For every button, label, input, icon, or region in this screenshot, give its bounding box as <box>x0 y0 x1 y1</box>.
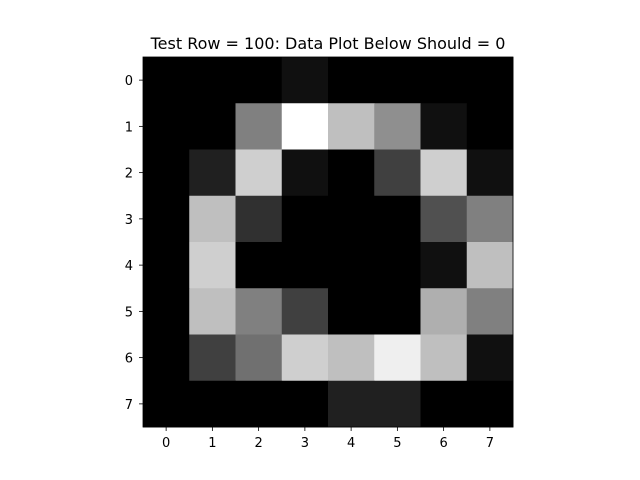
heatmap-cell-r3-c4 <box>328 195 375 243</box>
x-tick-label-5: 5 <box>393 436 401 451</box>
heatmap-cell-r2-c7 <box>466 149 514 197</box>
heatmap-cell-r4-c6 <box>420 242 468 289</box>
plot-frame <box>142 56 514 428</box>
heatmap-cell-r6-c6 <box>420 334 468 382</box>
heatmap-cell-r6-c7 <box>466 334 514 382</box>
heatmap-cell-r5-c3 <box>281 288 329 335</box>
heatmap-cell-r1-c5 <box>374 103 421 150</box>
y-tick-label-0: 0 <box>125 74 133 89</box>
x-tick-label-6: 6 <box>439 436 447 451</box>
heatmap-cell-r6-c0 <box>143 334 190 382</box>
heatmap-cell-r3-c0 <box>143 195 190 243</box>
heatmap-cell-r7-c0 <box>143 380 190 428</box>
heatmap-cell-r7-c7 <box>466 380 514 428</box>
heatmap-cell-r7-c1 <box>189 380 236 428</box>
heatmap-cell-r6-c4 <box>328 334 375 382</box>
heatmap <box>143 57 514 428</box>
heatmap-cell-r5-c4 <box>328 288 375 335</box>
heatmap-cell-r2-c0 <box>143 149 190 197</box>
heatmap-cell-r7-c3 <box>281 380 329 428</box>
x-axis: 0 1 2 3 4 5 6 7 <box>162 427 494 451</box>
x-tick-label-3: 3 <box>301 436 309 451</box>
heatmap-cell-r6-c2 <box>235 334 283 382</box>
heatmap-cell-r3-c3 <box>281 195 329 243</box>
heatmap-cell-r1-c6 <box>420 103 468 150</box>
heatmap-cell-r7-c6 <box>420 380 468 428</box>
heatmap-cell-r6-c1 <box>189 334 236 382</box>
heatmap-cell-r1-c1 <box>189 103 236 150</box>
x-tick-label-2: 2 <box>254 436 262 451</box>
heatmap-cell-r0-c2 <box>235 57 283 104</box>
heatmap-cell-r5-c6 <box>420 288 468 335</box>
heatmap-cell-r5-c0 <box>143 288 190 335</box>
heatmap-cell-r4-c1 <box>189 242 236 289</box>
heatmap-cell-r0-c1 <box>189 57 236 104</box>
y-tick-label-6: 6 <box>125 352 133 367</box>
y-axis: 0 1 2 3 4 5 6 7 <box>125 74 143 413</box>
heatmap-cell-r0-c5 <box>374 57 421 104</box>
heatmap-cell-r0-c7 <box>466 57 514 104</box>
heatmap-cell-r7-c2 <box>235 380 283 428</box>
y-tick-label-2: 2 <box>125 167 133 182</box>
heatmap-cell-r0-c0 <box>143 57 190 104</box>
heatmap-cell-r3-c1 <box>189 195 236 243</box>
x-tick-label-0: 0 <box>162 436 170 451</box>
y-tick-label-4: 4 <box>125 259 133 274</box>
heatmap-cell-r4-c4 <box>328 242 375 289</box>
heatmap-cell-r4-c2 <box>235 242 283 289</box>
heatmap-cell-r6-c5 <box>374 334 421 382</box>
heatmap-cell-r0-c6 <box>420 57 468 104</box>
x-tick-label-4: 4 <box>347 436 355 451</box>
y-tick-label-3: 3 <box>125 213 133 228</box>
heatmap-cell-r4-c0 <box>143 242 190 289</box>
heatmap-cell-r2-c5 <box>374 149 421 197</box>
heatmap-cell-r3-c7 <box>466 195 514 243</box>
heatmap-cell-r0-c4 <box>328 57 375 104</box>
heatmap-cell-r1-c2 <box>235 103 283 150</box>
heatmap-cell-r1-c3 <box>281 103 329 150</box>
y-tick-label-5: 5 <box>125 305 133 320</box>
heatmap-cell-r2-c1 <box>189 149 236 197</box>
y-tick-label-7: 7 <box>125 398 133 413</box>
heatmap-cell-r2-c4 <box>328 149 375 197</box>
heatmap-cell-r3-c6 <box>420 195 468 243</box>
heatmap-cell-r6-c3 <box>281 334 329 382</box>
heatmap-cell-r5-c2 <box>235 288 283 335</box>
heatmap-cell-r7-c4 <box>328 380 375 428</box>
y-tick-label-1: 1 <box>125 120 133 135</box>
heatmap-cell-r2-c2 <box>235 149 283 197</box>
x-tick-label-1: 1 <box>208 436 216 451</box>
heatmap-cell-r3-c2 <box>235 195 283 243</box>
heatmap-cell-r4-c3 <box>281 242 329 289</box>
heatmap-cell-r2-c6 <box>420 149 468 197</box>
heatmap-cell-r4-c7 <box>466 242 514 289</box>
heatmap-cell-r5-c5 <box>374 288 421 335</box>
heatmap-cell-r5-c1 <box>189 288 236 335</box>
x-tick-label-7: 7 <box>486 436 494 451</box>
heatmap-cell-r1-c4 <box>328 103 375 150</box>
chart-title: Test Row = 100: Data Plot Below Should =… <box>150 34 506 53</box>
heatmap-cell-r7-c5 <box>374 380 421 428</box>
heatmap-cell-r1-c0 <box>143 103 190 150</box>
heatmap-cell-r0-c3 <box>281 57 329 104</box>
heatmap-cell-r4-c5 <box>374 242 421 289</box>
heatmap-cell-r2-c3 <box>281 149 329 197</box>
heatmap-cell-r3-c5 <box>374 195 421 243</box>
heatmap-cell-r1-c7 <box>466 103 514 150</box>
heatmap-cell-r5-c7 <box>466 288 514 335</box>
